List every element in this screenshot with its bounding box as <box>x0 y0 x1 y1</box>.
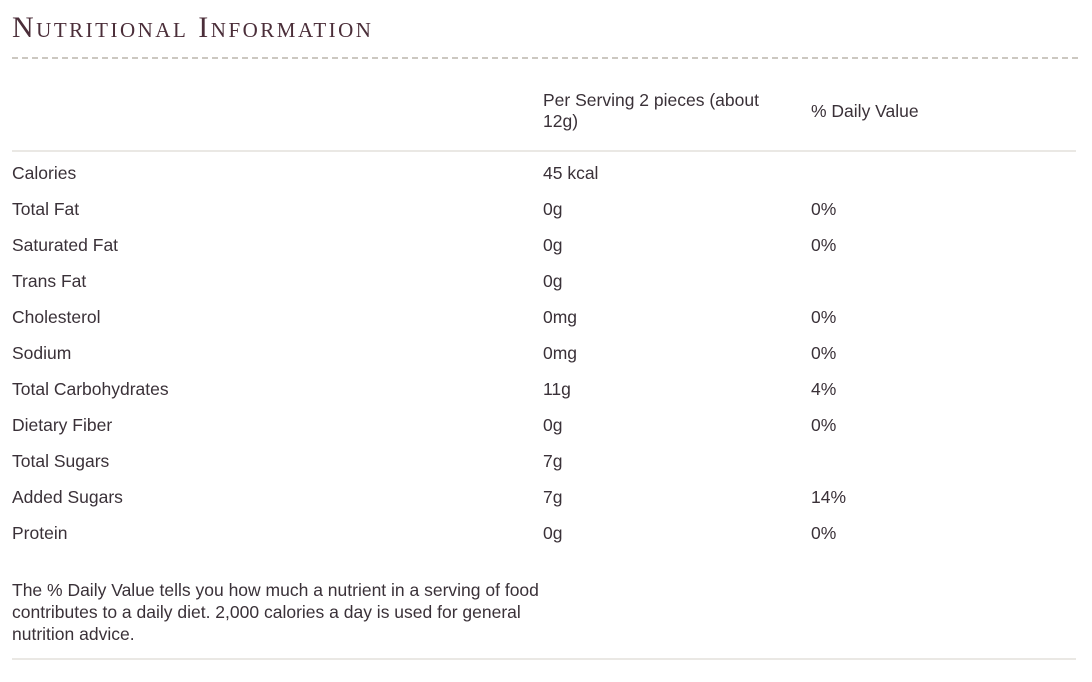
nutrient-label: Trans Fat <box>12 270 87 291</box>
page-title: Nutritional Information <box>12 11 374 44</box>
serving-column-header: Per Serving 2 pieces (about 12g) <box>543 90 759 131</box>
daily-value: 0% <box>811 234 837 255</box>
table-row: Protein 0g 0% <box>12 515 1078 551</box>
nutrient-value: 0mg <box>543 306 578 327</box>
nutrition-table: Per Serving 2 pieces (about 12g) % Daily… <box>12 59 1078 551</box>
nutrient-value: 7g <box>543 450 563 471</box>
nutrient-value: 0g <box>543 234 563 255</box>
daily-value: 0% <box>811 342 837 363</box>
nutrient-label: Added Sugars <box>12 486 123 507</box>
nutrient-value: 0g <box>543 270 563 291</box>
dashed-divider <box>12 57 1078 59</box>
daily-value: 4% <box>811 378 837 399</box>
table-row: Saturated Fat 0g 0% <box>12 227 1078 263</box>
daily-value: 0% <box>811 522 837 543</box>
nutrient-value: 11g <box>543 378 571 399</box>
table-row: Trans Fat 0g <box>12 263 1078 299</box>
table-row: Sodium 0mg 0% <box>12 335 1078 371</box>
daily-value: 14% <box>811 486 847 507</box>
nutrient-value: 0g <box>543 414 563 435</box>
nutrient-label: Dietary Fiber <box>12 414 113 435</box>
nutrient-label: Protein <box>12 522 68 543</box>
nutrient-label: Total Sugars <box>12 450 110 471</box>
table-row: Dietary Fiber 0g 0% <box>12 407 1078 443</box>
bottom-divider <box>12 658 1076 660</box>
table-header-row: Per Serving 2 pieces (about 12g) % Daily… <box>12 59 1078 150</box>
daily-value: 0% <box>811 414 837 435</box>
table-body: Calories 45 kcal Total Fat 0g 0% Saturat… <box>12 152 1078 551</box>
nutrient-value: 0g <box>543 198 563 219</box>
nutrient-value: 0mg <box>543 342 578 363</box>
nutrient-label: Sodium <box>12 342 72 363</box>
nutrient-value: 0g <box>543 522 563 543</box>
table-row: Calories 45 kcal <box>12 155 1078 191</box>
nutrient-value: 45 kcal <box>543 162 599 183</box>
table-row: Total Fat 0g 0% <box>12 191 1078 227</box>
nutrient-label: Total Carbohydrates <box>12 378 169 399</box>
daily-value: 0% <box>811 306 837 327</box>
table-row: Cholesterol 0mg 0% <box>12 299 1078 335</box>
table-row: Total Sugars 7g <box>12 443 1078 479</box>
table-row: Added Sugars 7g 14% <box>12 479 1078 515</box>
daily-value-column-header: % Daily Value <box>811 100 919 121</box>
table-row: Total Carbohydrates 11g 4% <box>12 371 1078 407</box>
nutrient-value: 7g <box>543 486 563 507</box>
daily-value-disclaimer: The % Daily Value tells you how much a n… <box>12 580 539 644</box>
nutrient-label: Calories <box>12 162 77 183</box>
nutrient-label: Saturated Fat <box>12 234 119 255</box>
header-underline <box>12 150 1076 152</box>
nutrient-label: Cholesterol <box>12 306 101 327</box>
daily-value: 0% <box>811 198 837 219</box>
nutrient-label: Total Fat <box>12 198 80 219</box>
